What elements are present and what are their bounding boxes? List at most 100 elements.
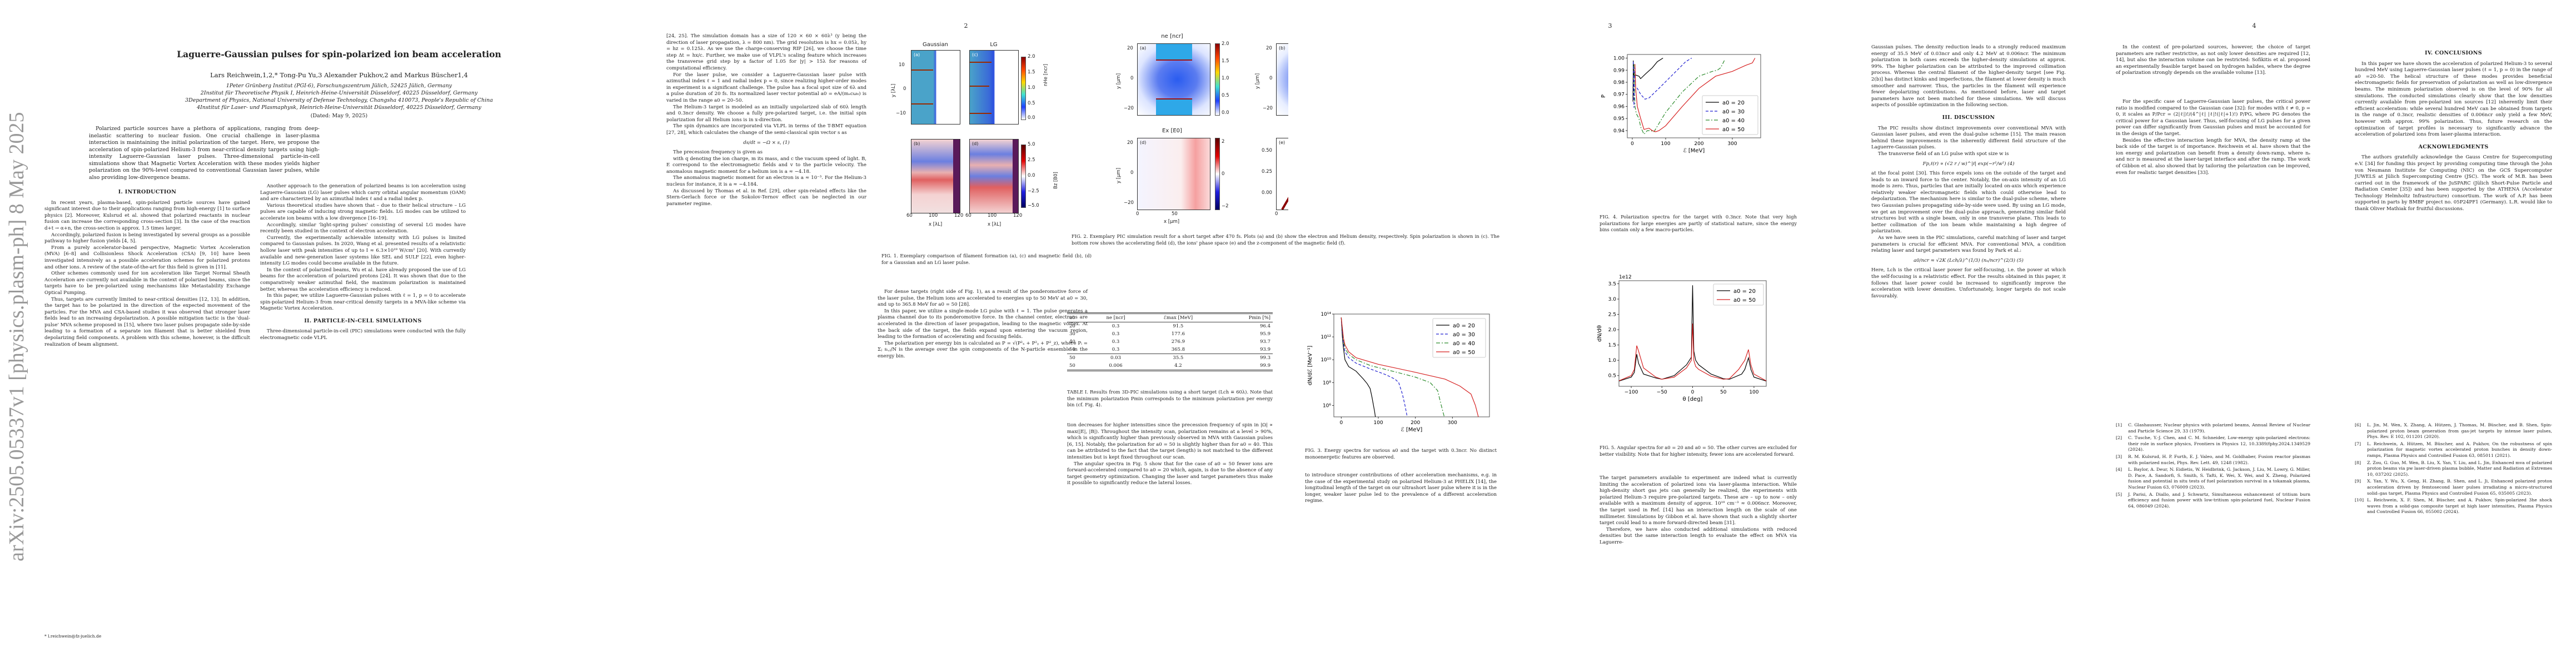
table-cell: 0.3: [1112, 323, 1120, 329]
table-row: 50 0.03 35.5 99.3: [1067, 354, 1273, 362]
fig1-panel-c: (c): [969, 50, 1019, 125]
cbar-tick: 1.5: [1222, 58, 1229, 64]
table-cell: 20: [1069, 323, 1075, 329]
page2-right-column: For dense targets (right side of Fig. 1)…: [878, 289, 1088, 360]
paragraph: The polarization per energy bin is calcu…: [878, 340, 1088, 359]
y-tick: 20: [1127, 140, 1133, 146]
figure-4-caption: FIG. 4. Polarization spectra for the tar…: [1600, 214, 1797, 232]
page-1: arXiv:2505.05337v1 [physics.plasm-ph] 8 …: [0, 0, 644, 667]
paragraph: The target parameters available to exper…: [1600, 475, 1797, 526]
ref-text: L. Reichwein, A. Hützen, M. Büscher, and…: [2367, 441, 2552, 458]
plot-frame: [1627, 54, 1761, 138]
figure-1-caption: FIG. 1. Exemplary comparison of filament…: [881, 253, 1092, 265]
affiliation: 3Department of Physics, National Univers…: [185, 97, 493, 103]
paragraph: Currently, the experimentally achievable…: [260, 235, 466, 267]
fig1-panel-d: (d): [969, 139, 1019, 213]
table-cell: 0.3: [1112, 347, 1120, 352]
legend-label: a0 = 30: [1722, 109, 1745, 115]
page4-col-2: In the context of pre-polarized sources,…: [2116, 44, 2310, 176]
ref-text: J. Parisi, A. Diallo, and J. Schwartz, S…: [2128, 491, 2310, 509]
reference-item: [9] X. Yan, Y. Wu, X. Geng, H. Zhang, B. …: [2355, 479, 2552, 496]
x-tick-label: 0: [1631, 141, 1634, 147]
series-line-a040: [1341, 317, 1445, 417]
reference-item: [3] R. M. Kulsrud, H. P. Furth, E. J. Val…: [2116, 454, 2310, 466]
table-cell: 0.006: [1109, 363, 1123, 369]
footnote: * l.reichwein@fz-juelich.de: [44, 634, 102, 639]
x-axis-label: ℰ [MeV]: [1683, 148, 1705, 154]
ref-number: [7]: [2355, 441, 2361, 446]
cbar-tick: −5.0: [1028, 203, 1039, 208]
x-tick: 100: [988, 213, 997, 218]
x-tick-label: 0: [1691, 390, 1695, 395]
cbar-tick: 2.0: [1028, 54, 1035, 59]
ref-text: Z. Zou, G. Guo, M. Wen, B. Liu, X. Yan, …: [2367, 460, 2552, 477]
table-1: a0 ne [ncr] ℰmax [MeV] Pmin [%] 20 0.3 91.…: [1067, 312, 1273, 371]
y-tick: 10: [899, 62, 905, 68]
paragraph: In this paper, we utilize a single-mode …: [878, 308, 1088, 340]
series-line-a030: [1633, 57, 1692, 108]
fig1-colorbar-top: [1021, 57, 1026, 120]
table-cell: 40: [1069, 339, 1075, 345]
panel-label: (b): [1279, 46, 1285, 51]
ref-text: C. Tusche, Y.-J. Chen, and C. M. Schneid…: [2128, 435, 2310, 452]
y-tick-label: 0.96: [1613, 104, 1625, 109]
paragraph: As we have seen in the PIC simulations, …: [1871, 235, 2066, 254]
cbar-tick: 0.0: [1028, 173, 1035, 178]
reference-item: [6] L. Jin, M. Wen, X. Zhang, A. Hützen, …: [2355, 422, 2552, 440]
figure-2-caption: FIG. 2. Exemplary PIC simulation result …: [1072, 233, 1499, 246]
ref-number: [9]: [2355, 479, 2361, 484]
arxiv-stamp: arXiv:2505.05337v1 [physics.plasm-ph] 8 …: [5, 112, 28, 561]
ref-text: X. Yan, Y. Wu, X. Geng, H. Zhang, B. She…: [2367, 479, 2552, 496]
table-1-caption: TABLE I. Results from 3D-PIC simulations…: [1067, 389, 1273, 407]
series-line-a050: [1618, 323, 1767, 381]
y-tick-label: 1.0: [1608, 358, 1617, 364]
table-cell: 365.8: [1171, 347, 1185, 352]
paragraph: For the laser pulse, we consider a Lague…: [666, 72, 866, 103]
page-number: 4: [2252, 22, 2256, 29]
table-cell: 93.7: [1260, 339, 1270, 345]
paragraph: The Helium-3 target is modeled as an ini…: [666, 104, 866, 123]
table-cell: 99.3: [1260, 355, 1270, 361]
y-tick: 0.50: [1262, 148, 1272, 153]
y-tick: 0: [1269, 76, 1273, 81]
ref-text: L. Reichwein, X. F. Shen, M. Büscher, an…: [2367, 497, 2552, 515]
y-tick-label: 0.98: [1613, 80, 1625, 86]
ref-number: [6]: [2355, 422, 2361, 427]
x-tick: 60: [965, 213, 971, 218]
paragraph: Three-dimensional particle-in-cell (PIC)…: [260, 328, 466, 341]
table-cell: 35.5: [1173, 355, 1184, 361]
page-4: 4 Gaussian pulses. The density reduction…: [1871, 0, 2576, 667]
table-header: ne [ncr]: [1106, 315, 1125, 321]
y-tick: −20: [1263, 106, 1273, 111]
paragraph: From a purely accelerator-based perspect…: [44, 245, 250, 270]
paragraph: Here, Lch is the critical laser power fo…: [1871, 267, 2066, 299]
figure-3-caption: FIG. 3. Energy spectra for various a0 an…: [1305, 447, 1497, 460]
x-tick-label: 100: [1373, 420, 1383, 426]
table-row: 20 0.3 91.5 96.4: [1067, 322, 1273, 331]
x-tick: 60: [906, 213, 913, 218]
x-tick-label: 100: [1749, 390, 1758, 395]
ref-number: [10]: [2355, 497, 2364, 503]
x-axis-label: θ [deg]: [1683, 396, 1703, 402]
x-tick-label: 50: [1720, 390, 1727, 395]
x-tick: 120: [1013, 213, 1023, 218]
page3-left-lower: tion decreases for higher intensities si…: [1067, 422, 1273, 487]
paragraph: at the focal point [30]. This force expe…: [1871, 171, 2066, 235]
figure-5-caption: FIG. 5. Angular spectra for a0 = 20 and …: [1600, 445, 1797, 457]
affiliation: 4Institut für Laser- und Plasmaphysk, He…: [197, 104, 481, 111]
y-tick-label: 10⁸: [1323, 380, 1331, 386]
cbar-tick: −2: [1222, 203, 1229, 209]
x-tick-label: −50: [1657, 390, 1667, 395]
table-cell: 95.9: [1260, 331, 1270, 337]
y-tick: 20: [1266, 46, 1272, 51]
x-tick-label: 0: [1339, 420, 1343, 426]
fig1-panel-a: (a): [911, 50, 960, 125]
table-header: Pmin [%]: [1248, 315, 1270, 321]
paragraph: The precession frequency is given as: [673, 150, 763, 156]
y-tick-label: 0.95: [1613, 116, 1625, 122]
paragraph: As discussed by Thomas et al. in Ref. [2…: [666, 188, 866, 207]
cbar-tick: 2.5: [1028, 157, 1035, 163]
y-tick: 0: [903, 86, 906, 92]
legend-label: a0 = 50: [1453, 350, 1475, 356]
section-heading: IV. CONCLUSIONS: [2425, 50, 2482, 56]
